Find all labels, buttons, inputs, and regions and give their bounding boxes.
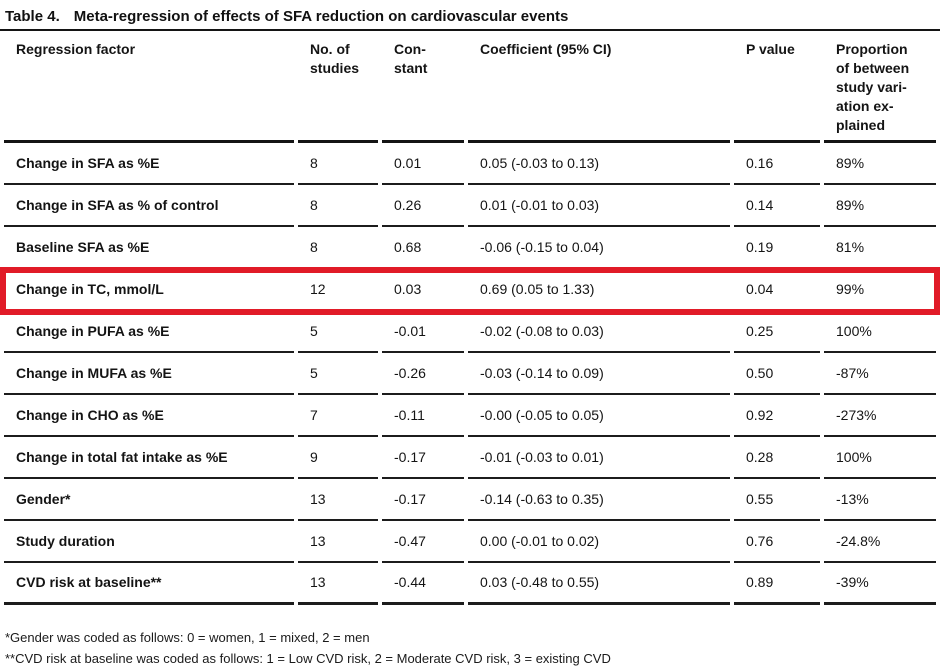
cell-regression-factor: Baseline SFA as %E <box>4 227 294 269</box>
meta-regression-table: Regression factor No. of studies Con- st… <box>0 31 940 605</box>
cell-p-value: 0.55 <box>734 479 820 521</box>
table-row: Change in SFA as % of control 8 0.26 0.0… <box>4 185 936 227</box>
cell-no-of-studies: 5 <box>298 353 378 395</box>
column-header-p-value: P value <box>734 31 820 143</box>
cell-constant: 0.01 <box>382 143 464 185</box>
cell-proportion-explained: -273% <box>824 395 936 437</box>
cell-constant: -0.01 <box>382 311 464 353</box>
column-header-proportion-explained: Proportion of between study vari- ation … <box>824 31 936 143</box>
column-header-regression-factor: Regression factor <box>4 31 294 143</box>
footnotes: *Gender was coded as follows: 0 = women,… <box>5 627 935 669</box>
cell-coefficient: 0.03 (-0.48 to 0.55) <box>468 563 730 605</box>
cell-constant: -0.26 <box>382 353 464 395</box>
cell-coefficient: -0.02 (-0.08 to 0.03) <box>468 311 730 353</box>
cell-p-value: 0.89 <box>734 563 820 605</box>
table-body: Change in SFA as %E 8 0.01 0.05 (-0.03 t… <box>4 143 936 605</box>
cell-p-value: 0.14 <box>734 185 820 227</box>
cell-regression-factor: Change in total fat intake as %E <box>4 437 294 479</box>
cell-proportion-explained: -13% <box>824 479 936 521</box>
cell-proportion-explained: 81% <box>824 227 936 269</box>
cell-p-value: 0.25 <box>734 311 820 353</box>
table-row: CVD risk at baseline** 13 -0.44 0.03 (-0… <box>4 563 936 605</box>
cell-no-of-studies: 13 <box>298 479 378 521</box>
cell-regression-factor: Change in TC, mmol/L <box>4 269 294 311</box>
cell-coefficient: -0.06 (-0.15 to 0.04) <box>468 227 730 269</box>
table-row: Study duration 13 -0.47 0.00 (-0.01 to 0… <box>4 521 936 563</box>
cell-coefficient: -0.01 (-0.03 to 0.01) <box>468 437 730 479</box>
column-header-constant: Con- stant <box>382 31 464 143</box>
cell-proportion-explained: 89% <box>824 143 936 185</box>
cell-p-value: 0.16 <box>734 143 820 185</box>
cell-regression-factor: CVD risk at baseline** <box>4 563 294 605</box>
table-row: Change in MUFA as %E 5 -0.26 -0.03 (-0.1… <box>4 353 936 395</box>
table-row: Change in CHO as %E 7 -0.11 -0.00 (-0.05… <box>4 395 936 437</box>
cell-no-of-studies: 7 <box>298 395 378 437</box>
cell-no-of-studies: 8 <box>298 185 378 227</box>
cell-constant: -0.44 <box>382 563 464 605</box>
table-container: Regression factor No. of studies Con- st… <box>0 31 940 605</box>
cell-p-value: 0.50 <box>734 353 820 395</box>
table-title-text: Meta-regression of effects of SFA reduct… <box>73 8 569 25</box>
column-header-coefficient: Coefficient (95% CI) <box>468 31 730 143</box>
cell-p-value: 0.04 <box>734 269 820 311</box>
cell-coefficient: -0.00 (-0.05 to 0.05) <box>468 395 730 437</box>
cell-coefficient: 0.00 (-0.01 to 0.02) <box>468 521 730 563</box>
cell-constant: -0.17 <box>382 479 464 521</box>
cell-p-value: 0.28 <box>734 437 820 479</box>
footnote-gender: *Gender was coded as follows: 0 = women,… <box>5 630 370 645</box>
cell-proportion-explained: -39% <box>824 563 936 605</box>
cell-no-of-studies: 12 <box>298 269 378 311</box>
table-row: Change in SFA as %E 8 0.01 0.05 (-0.03 t… <box>4 143 936 185</box>
cell-constant: -0.17 <box>382 437 464 479</box>
cell-p-value: 0.76 <box>734 521 820 563</box>
cell-no-of-studies: 8 <box>298 227 378 269</box>
cell-coefficient: 0.69 (0.05 to 1.33) <box>468 269 730 311</box>
cell-p-value: 0.19 <box>734 227 820 269</box>
table-title: Table 4. Meta-regression of effects of SF… <box>0 0 940 31</box>
cell-proportion-explained: 89% <box>824 185 936 227</box>
column-header-no-of-studies: No. of studies <box>298 31 378 143</box>
cell-coefficient: 0.05 (-0.03 to 0.13) <box>468 143 730 185</box>
cell-constant: -0.11 <box>382 395 464 437</box>
table-row: Baseline SFA as %E 8 0.68 -0.06 (-0.15 t… <box>4 227 936 269</box>
cell-regression-factor: Change in SFA as %E <box>4 143 294 185</box>
cell-regression-factor: Change in PUFA as %E <box>4 311 294 353</box>
cell-coefficient: -0.14 (-0.63 to 0.35) <box>468 479 730 521</box>
table-row: Change in PUFA as %E 5 -0.01 -0.02 (-0.0… <box>4 311 936 353</box>
cell-regression-factor: Change in MUFA as %E <box>4 353 294 395</box>
cell-proportion-explained: -87% <box>824 353 936 395</box>
cell-no-of-studies: 13 <box>298 563 378 605</box>
cell-no-of-studies: 5 <box>298 311 378 353</box>
cell-no-of-studies: 9 <box>298 437 378 479</box>
cell-no-of-studies: 8 <box>298 143 378 185</box>
cell-proportion-explained: 99% <box>824 269 936 311</box>
cell-proportion-explained: 100% <box>824 311 936 353</box>
cell-p-value: 0.92 <box>734 395 820 437</box>
cell-no-of-studies: 13 <box>298 521 378 563</box>
cell-constant: 0.03 <box>382 269 464 311</box>
table-number: Table 4. <box>5 8 60 25</box>
table-header-row: Regression factor No. of studies Con- st… <box>4 31 936 143</box>
cell-proportion-explained: 100% <box>824 437 936 479</box>
footnote-cvd-risk: **CVD risk at baseline was coded as foll… <box>5 651 611 666</box>
cell-proportion-explained: -24.8% <box>824 521 936 563</box>
table-row: Change in TC, mmol/L 12 0.03 0.69 (0.05 … <box>4 269 936 311</box>
cell-constant: 0.26 <box>382 185 464 227</box>
cell-coefficient: -0.03 (-0.14 to 0.09) <box>468 353 730 395</box>
cell-regression-factor: Study duration <box>4 521 294 563</box>
cell-regression-factor: Change in SFA as % of control <box>4 185 294 227</box>
cell-constant: -0.47 <box>382 521 464 563</box>
table-row: Change in total fat intake as %E 9 -0.17… <box>4 437 936 479</box>
cell-coefficient: 0.01 (-0.01 to 0.03) <box>468 185 730 227</box>
table-row: Gender* 13 -0.17 -0.14 (-0.63 to 0.35) 0… <box>4 479 936 521</box>
cell-constant: 0.68 <box>382 227 464 269</box>
cell-regression-factor: Change in CHO as %E <box>4 395 294 437</box>
cell-regression-factor: Gender* <box>4 479 294 521</box>
